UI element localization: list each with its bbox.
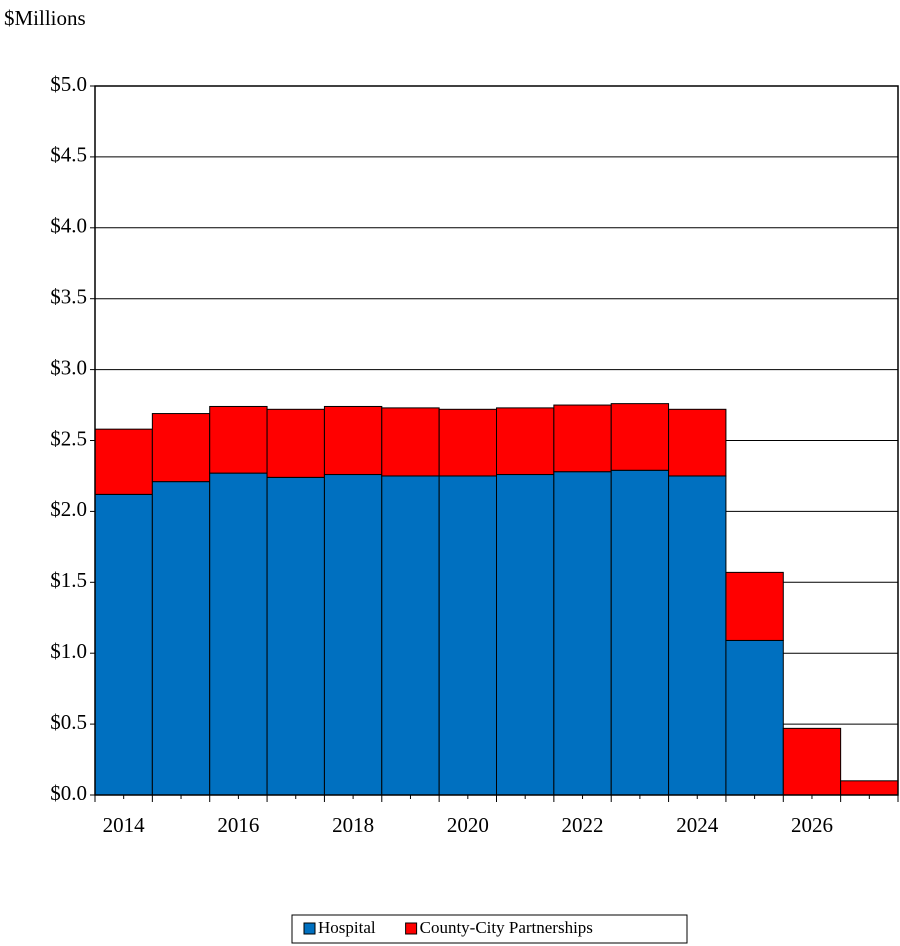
bar-segment [151, 413, 211, 483]
legend-label: Hospital [318, 918, 376, 937]
y-tick-label: $3.0 [50, 355, 87, 379]
bar-segment [840, 780, 899, 796]
y-tick-label: $4.5 [50, 143, 87, 167]
y-tick-label: $1.0 [50, 639, 87, 663]
plot-border [94, 85, 899, 796]
y-tick-label: $3.5 [50, 285, 87, 309]
x-tick-label: 2024 [676, 813, 719, 837]
legend-swatch [303, 922, 316, 935]
bar-segment [610, 469, 670, 796]
bar-segment [438, 475, 497, 796]
bar-segment [668, 475, 727, 796]
x-tick-label: 2020 [447, 813, 489, 837]
y-tick-label: $1.5 [50, 568, 87, 592]
bar-segment [725, 571, 784, 641]
legend-box [291, 914, 688, 944]
y-tick-label: $0.0 [50, 781, 87, 805]
legend-label: County-City Partnerships [420, 918, 593, 937]
x-tick-label: 2026 [791, 813, 833, 837]
bar-segment [94, 428, 153, 495]
legend: Hospital County-City Partnerships [291, 914, 688, 944]
bar-segment [323, 405, 383, 476]
y-tick-label: $2.5 [50, 426, 87, 450]
x-tick-label: 2016 [217, 813, 259, 837]
bar-segment [266, 408, 325, 478]
x-tick-label: 2022 [562, 813, 604, 837]
bar-segment [553, 471, 612, 796]
bar-segment [553, 404, 612, 473]
bar-segment [209, 472, 268, 796]
bar-segment [94, 493, 153, 796]
y-tick-label: $2.0 [50, 497, 87, 521]
bar-segment [209, 405, 268, 474]
bar-segment [725, 639, 784, 796]
bar-segment [496, 407, 555, 476]
bar-segment [381, 475, 440, 796]
bar-segment [381, 407, 440, 477]
x-tick-label: 2014 [103, 813, 146, 837]
legend-swatch [405, 922, 418, 935]
y-axis-label: $Millions [4, 6, 86, 30]
x-tick-label: 2018 [332, 813, 374, 837]
y-tick-label: $5.0 [50, 72, 87, 96]
bar-segment [151, 481, 211, 796]
bar-segment [610, 403, 670, 471]
bar-segment [438, 408, 497, 477]
bar-segment [496, 474, 555, 796]
bar-segment [266, 476, 325, 796]
bar-segment [323, 474, 383, 796]
y-tick-label: $4.0 [50, 214, 87, 238]
y-tick-label: $0.5 [50, 710, 87, 734]
bar-segment [668, 408, 727, 477]
bar-segment [782, 727, 842, 796]
